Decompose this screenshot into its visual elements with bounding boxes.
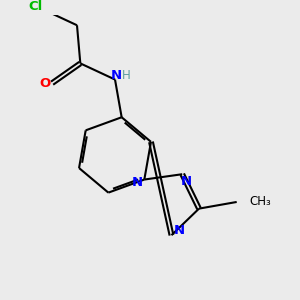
Text: Cl: Cl (28, 0, 42, 13)
Text: N: N (111, 69, 122, 82)
Text: N: N (181, 175, 192, 188)
Text: O: O (39, 76, 51, 90)
Text: CH₃: CH₃ (250, 196, 271, 208)
Text: H: H (122, 69, 130, 82)
Text: N: N (174, 224, 185, 237)
Text: N: N (132, 176, 143, 189)
